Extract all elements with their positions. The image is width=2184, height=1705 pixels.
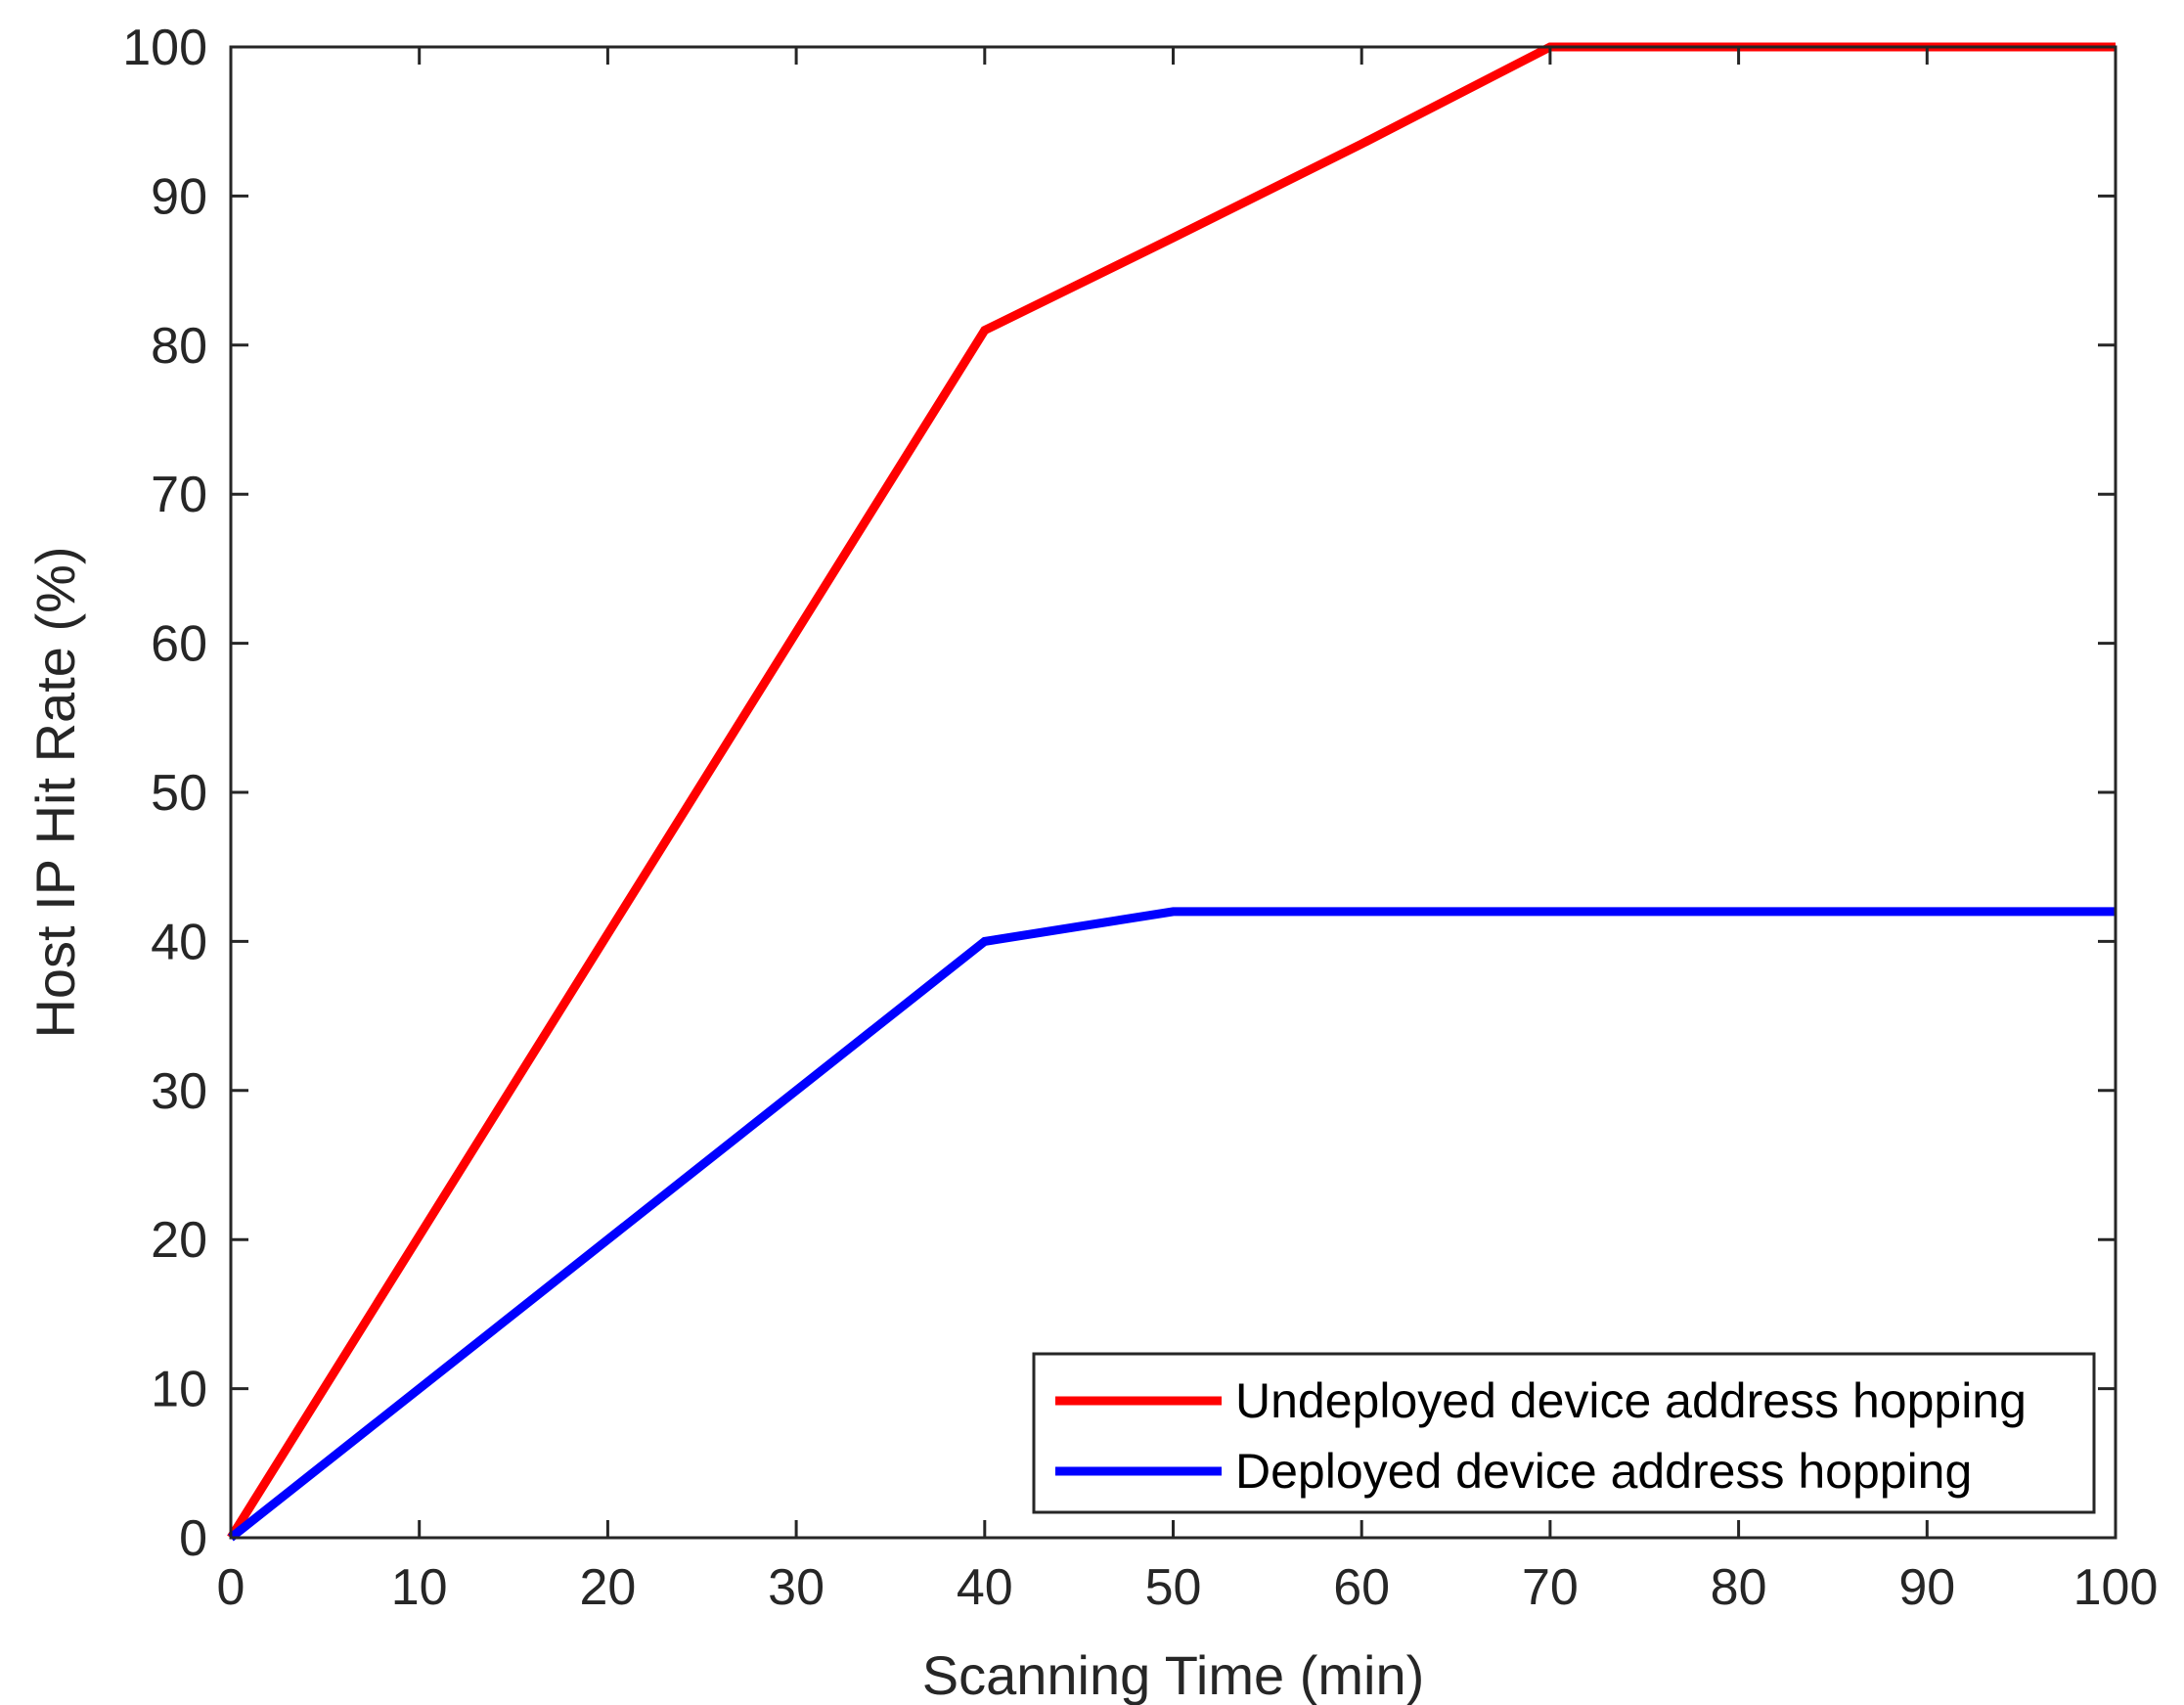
y-tick-label-0: 0 (179, 1510, 207, 1567)
axes-box (229, 45, 2117, 1540)
axis-tick-labels: 0 10 20 30 40 50 60 70 80 90 100 0 10 20 30 40 50 60 70 80 9… (122, 20, 2158, 1616)
x-tick-label-5: 50 (1145, 1559, 1202, 1616)
x-tick-label-7: 70 (1522, 1559, 1579, 1616)
legend-label-2: Deployed device address hopping (1235, 1444, 1972, 1499)
legend-label-1: Undeployed device address hopping (1235, 1373, 2027, 1428)
series-line-2 (228, 907, 2116, 1542)
x-tick-label-6: 60 (1333, 1559, 1390, 1616)
x-tick-label-10: 100 (2073, 1559, 2159, 1616)
y-tick-label-7: 70 (151, 467, 207, 523)
y-tick-label-6: 60 (151, 616, 207, 673)
y-tick-label-8: 80 (151, 318, 207, 375)
x-tick-label-8: 80 (1711, 1559, 1767, 1616)
y-tick-label-9: 90 (151, 168, 207, 225)
y-tick-label-10: 100 (122, 20, 207, 76)
x-tick-label-9: 90 (1898, 1559, 1955, 1616)
x-tick-label-4: 40 (957, 1559, 1013, 1616)
x-tick-label-2: 20 (579, 1559, 636, 1616)
y-tick-label-2: 20 (151, 1212, 207, 1269)
y-tick-label-1: 10 (151, 1362, 207, 1418)
x-tick-label-1: 10 (391, 1559, 448, 1616)
x-tick-label-3: 30 (768, 1559, 825, 1616)
y-tick-label-3: 30 (151, 1063, 207, 1120)
y-axis-title: Host IP Hit Rate (%) (24, 546, 86, 1038)
y-tick-label-4: 40 (151, 914, 207, 970)
y-tick-label-5: 50 (151, 765, 207, 822)
axes-frame (229, 45, 2117, 1540)
legend: Undeployed device address hopping Deploye… (1032, 1352, 2096, 1514)
legend-box (1032, 1352, 2096, 1514)
x-axis-title: Scanning Time (min) (922, 1644, 1425, 1705)
x-tick-label-0: 0 (217, 1559, 245, 1616)
